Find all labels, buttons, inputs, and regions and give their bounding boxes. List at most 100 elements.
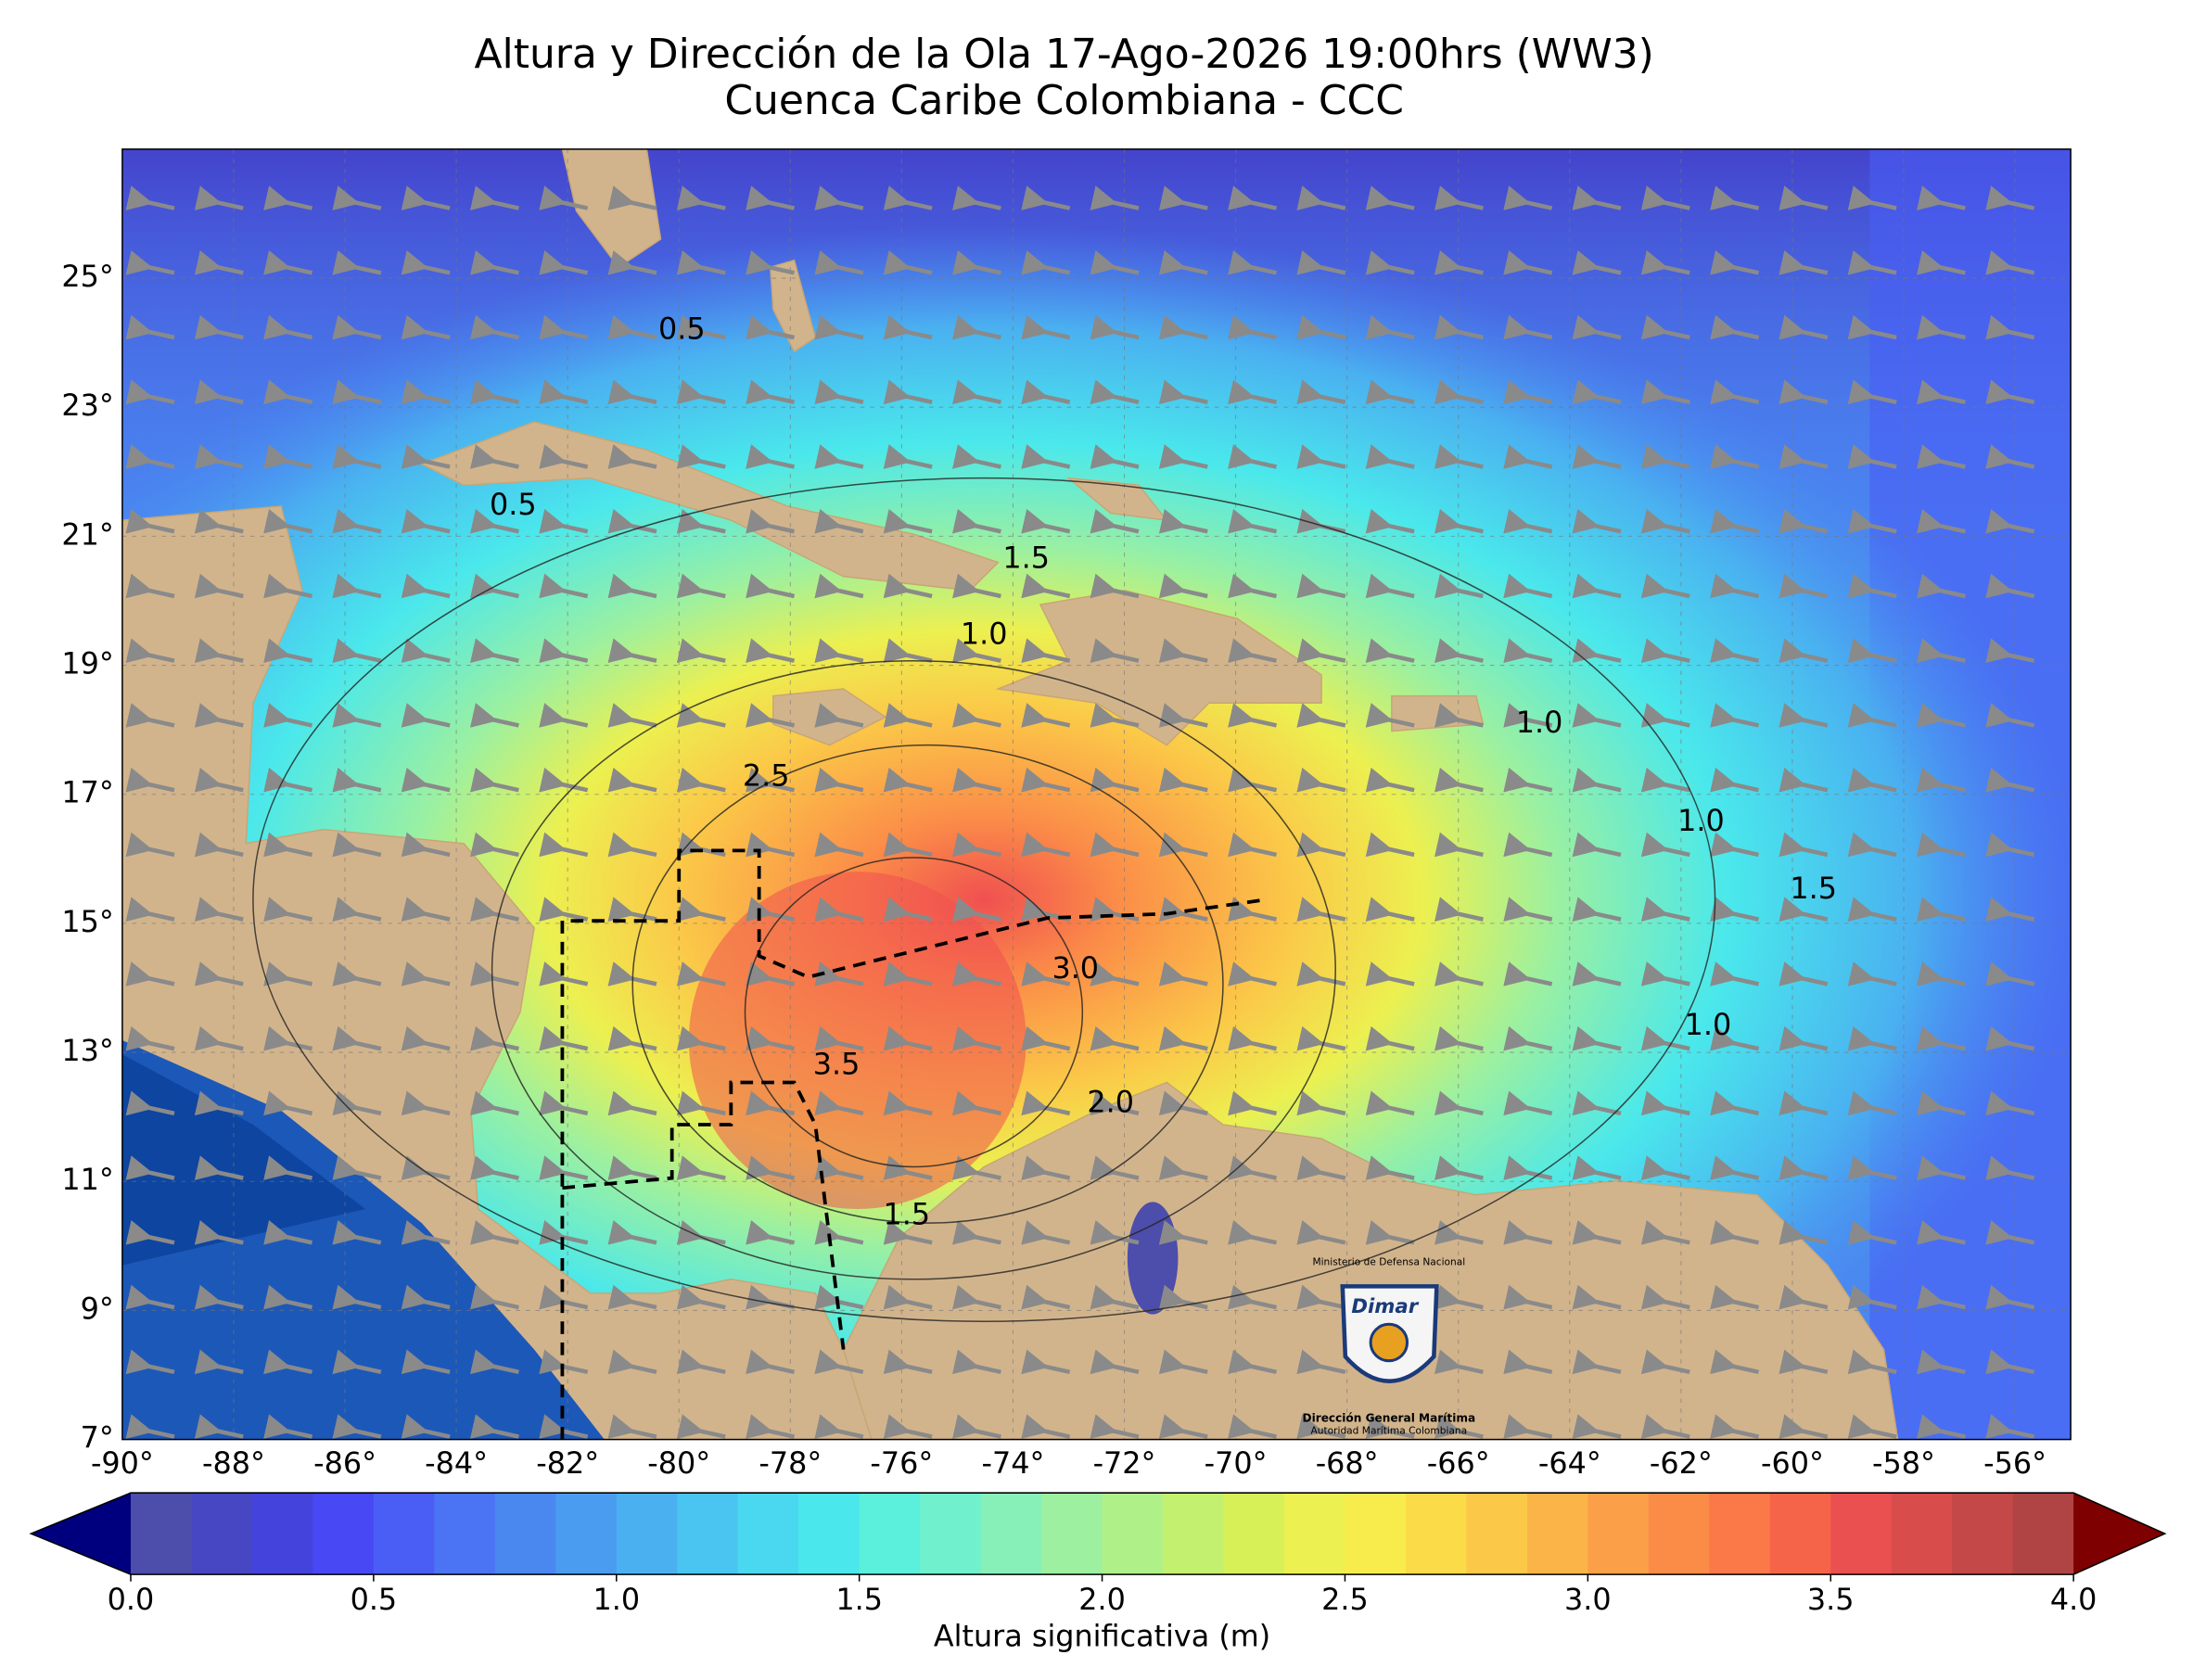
- wave-arrow: [676, 1414, 726, 1439]
- wave-arrow: [676, 573, 726, 599]
- wave-arrow: [814, 573, 864, 599]
- lon-tick-label: -68°: [1316, 1445, 1379, 1481]
- wave-arrow: [1434, 832, 1484, 858]
- wave-arrow: [607, 185, 657, 210]
- lon-tick-label: -80°: [647, 1445, 710, 1481]
- wave-arrow: [1572, 1155, 1622, 1180]
- wave-arrow: [1228, 897, 1278, 922]
- wave-arrow: [263, 1349, 313, 1375]
- wave-arrow: [1158, 767, 1208, 793]
- wave-arrow: [125, 508, 175, 534]
- wave-arrow: [125, 185, 175, 210]
- wave-arrow: [401, 573, 451, 599]
- wave-arrow: [125, 767, 175, 793]
- wave-arrow: [1434, 573, 1484, 599]
- wave-arrow: [194, 638, 244, 664]
- wave-arrow: [469, 185, 519, 210]
- wave-arrow: [263, 1155, 313, 1180]
- wave-arrow: [1985, 573, 2035, 599]
- wave-arrow: [1572, 961, 1622, 986]
- wave-arrow: [1090, 1090, 1140, 1116]
- wave-arrow: [1847, 379, 1897, 405]
- wave-arrow: [125, 1220, 175, 1245]
- wave-arrow: [746, 1025, 796, 1051]
- wave-arrow: [1021, 573, 1071, 599]
- wave-arrow: [1503, 1090, 1553, 1116]
- wave-arrow: [539, 249, 589, 275]
- wave-arrow: [1640, 185, 1690, 210]
- wave-arrow: [746, 832, 796, 858]
- wave-arrow: [539, 961, 589, 986]
- wave-arrow: [1779, 249, 1829, 275]
- wave-arrow: [539, 185, 589, 210]
- wave-arrow: [263, 379, 313, 405]
- contour-label: 2.5: [743, 758, 790, 794]
- wave-arrow: [1365, 703, 1415, 728]
- wave-arrow: [194, 1220, 244, 1245]
- wave-arrow: [1365, 573, 1415, 599]
- wave-arrow: [1434, 185, 1484, 210]
- wave-arrow: [1572, 1220, 1622, 1245]
- wave-arrow: [814, 1090, 864, 1116]
- colorbar-swatch: [1405, 1493, 1468, 1575]
- wave-arrow: [1365, 767, 1415, 793]
- wave-arrow: [1779, 703, 1829, 728]
- axes: 7° 9° 11° 13° 15° 17° 19° 21° 23° 25° -90° -88° -86°…: [61, 259, 2046, 1481]
- colorbar-swatch: [677, 1493, 739, 1575]
- wave-arrow: [263, 961, 313, 986]
- wave-arrow: [194, 573, 244, 599]
- wave-arrow: [194, 1414, 244, 1439]
- wave-arrow: [883, 379, 933, 405]
- wave-arrow: [1916, 1025, 1966, 1051]
- colorbar-swatch: [191, 1493, 253, 1575]
- wave-arrow: [263, 1220, 313, 1245]
- wave-arrow: [746, 508, 796, 534]
- colorbar-tick-label: 0.5: [351, 1582, 398, 1617]
- wave-arrow: [332, 832, 382, 858]
- colorbar-tick-label: 4.0: [2050, 1582, 2097, 1617]
- wave-arrow: [1847, 1414, 1897, 1439]
- wave-arrow: [1985, 1349, 2035, 1375]
- wave-arrow: [194, 897, 244, 922]
- wave-arrow: [263, 767, 313, 793]
- wave-arrow: [1985, 832, 2035, 858]
- wave-arrow: [539, 573, 589, 599]
- wave-arrow: [951, 573, 1001, 599]
- wave-arrow: [469, 1349, 519, 1375]
- wave-arrow: [1572, 1349, 1622, 1375]
- wave-arrow: [607, 638, 657, 664]
- wave-arrow: [676, 249, 726, 275]
- wave-arrow: [607, 1414, 657, 1439]
- map-frame: [121, 148, 2072, 1441]
- wave-arrow: [1021, 832, 1071, 858]
- wave-arrow: [883, 1220, 933, 1245]
- wave-arrow: [1090, 961, 1140, 986]
- wave-arrow: [951, 1220, 1001, 1245]
- wave-arrow: [469, 961, 519, 986]
- lon-tick-label: -74°: [981, 1445, 1044, 1481]
- wave-arrow: [1847, 832, 1897, 858]
- lat-tick-label: 13°: [61, 1033, 113, 1068]
- wave-arrow: [1572, 1414, 1622, 1439]
- colorbar-swatch: [555, 1493, 618, 1575]
- wave-arrow: [539, 767, 589, 793]
- wave-arrow: [1779, 314, 1829, 340]
- wave-arrow: [1503, 379, 1553, 405]
- wave-arrow: [1434, 1025, 1484, 1051]
- colorbar-swatch: [373, 1493, 436, 1575]
- wave-arrow: [125, 961, 175, 986]
- wave-arrow: [1503, 314, 1553, 340]
- colorbar-tick-label: 1.0: [593, 1582, 640, 1617]
- wave-arrow: [746, 314, 796, 340]
- wave-arrow: [1158, 1155, 1208, 1180]
- wave-arrow: [1779, 1090, 1829, 1116]
- wave-arrow: [1572, 1284, 1622, 1310]
- wave-arrow: [194, 767, 244, 793]
- lon-tick-label: -58°: [1872, 1445, 1935, 1481]
- wave-arrow: [1916, 832, 1966, 858]
- wave-arrow: [1158, 961, 1208, 986]
- wave-arrow: [1503, 638, 1553, 664]
- wave-arrow: [401, 1025, 451, 1051]
- wave-arrow: [1640, 1025, 1690, 1051]
- wave-arrow: [1847, 314, 1897, 340]
